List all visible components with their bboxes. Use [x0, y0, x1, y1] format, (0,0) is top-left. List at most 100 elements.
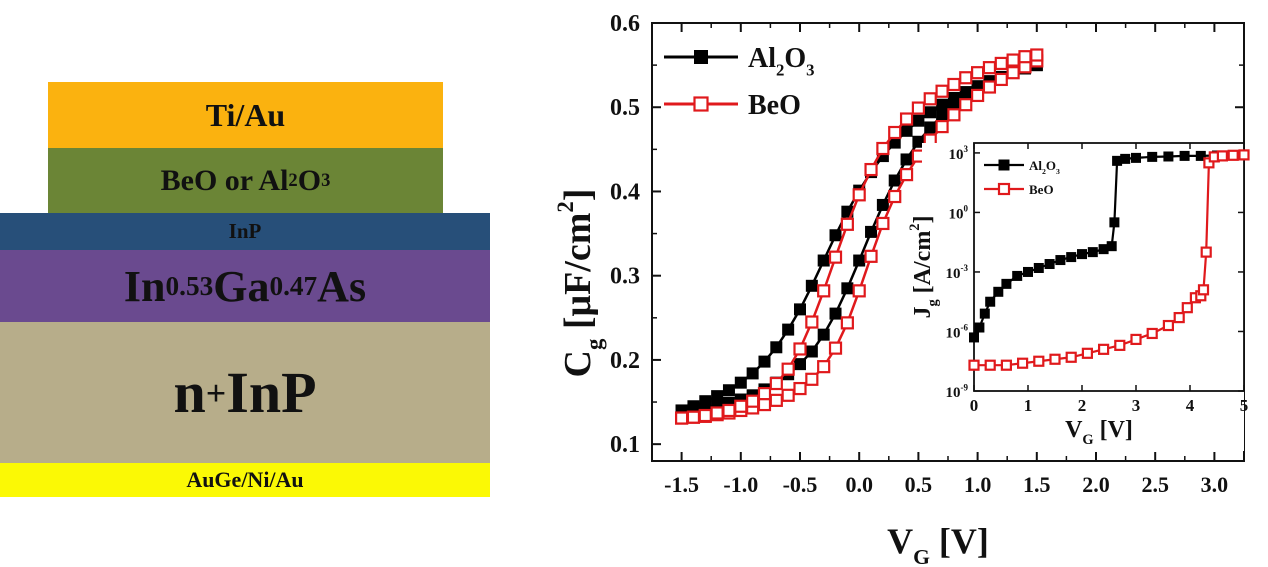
- inset-y-axis-title: Jg [A/cm2]: [907, 215, 941, 318]
- inset-legend-marker: [998, 159, 1010, 171]
- inset-data-point: [1023, 266, 1033, 277]
- data-point: [841, 282, 854, 295]
- x-tick-label: 1.0: [964, 472, 992, 497]
- y-tick-label: 0.3: [610, 264, 640, 290]
- inset-x-axis-title: VG [V]: [1065, 417, 1133, 448]
- inset-data-point: [1216, 150, 1229, 162]
- x-tick-label: -0.5: [783, 472, 818, 497]
- x-tick-label: 0.0: [845, 472, 873, 497]
- layer-text-label: In: [123, 261, 166, 311]
- data-point: [924, 121, 937, 134]
- y-axis-title: Cg [μF/cm2]: [553, 189, 607, 378]
- inset-series-beo: [968, 149, 1250, 371]
- data-point: [959, 98, 973, 112]
- series-beo: [674, 48, 1044, 425]
- data-point: [782, 323, 795, 336]
- data-point: [828, 341, 843, 355]
- data-point: [829, 307, 842, 320]
- layer-text-label: n: [173, 360, 206, 425]
- inset-data-point: [1055, 255, 1066, 266]
- data-point: [888, 125, 902, 140]
- inset-legend-label: Al2O3: [1029, 158, 1060, 176]
- data-point: [829, 229, 842, 242]
- y-tick-label: 0.1: [610, 432, 640, 458]
- data-point: [793, 342, 807, 356]
- data-point: [722, 403, 736, 418]
- main-plot: -1.5 -1.0 -0.5 0.0 0.5 1.0 1.5 2.0 2.5 3.0 0.1 0.2 0…: [553, 11, 1245, 567]
- data-point: [864, 249, 878, 263]
- data-point: [899, 168, 914, 182]
- data-point: [781, 388, 795, 402]
- y-tick-label: 0.5: [610, 95, 640, 121]
- inset-x-tick-label: 0: [970, 396, 979, 415]
- inset-data-point: [1130, 333, 1142, 346]
- data-point: [686, 410, 701, 424]
- data-point: [888, 189, 902, 204]
- x-tick-label: 2.0: [1082, 472, 1110, 497]
- inset-data-point: [1065, 351, 1077, 363]
- inset-data-point: [1000, 359, 1013, 371]
- data-point: [734, 399, 748, 413]
- inset-data-point: [1077, 249, 1087, 260]
- data-point: [853, 254, 866, 267]
- data-point: [817, 360, 831, 374]
- inset-data-point: [1173, 311, 1185, 324]
- data-point: [805, 315, 819, 329]
- layer-n-inp: n + InP: [0, 322, 490, 463]
- inset-data-point: [1197, 284, 1210, 296]
- legend-label: BeO: [748, 90, 801, 121]
- data-point: [923, 92, 937, 106]
- data-point: [805, 372, 819, 386]
- inset-data-point: [1109, 217, 1120, 228]
- layer-text-label: AuGe/Ni/Au: [186, 467, 304, 492]
- x-tick-label: 3.0: [1201, 472, 1229, 497]
- inset-x-tick-label: 4: [1186, 396, 1195, 415]
- data-point: [1006, 53, 1020, 67]
- data-point: [935, 120, 949, 134]
- layer-text-label: BeO or Al: [160, 163, 289, 197]
- inset-x-tick-label: 1: [1024, 396, 1033, 415]
- data-point: [936, 109, 949, 122]
- data-point: [817, 328, 830, 341]
- inset-legend-label: BeO: [1029, 182, 1054, 197]
- inset-data-point: [1106, 241, 1117, 252]
- inset-data-point: [1179, 150, 1190, 161]
- data-point: [828, 250, 843, 264]
- inset-y-tick-label: 10-6: [946, 323, 969, 342]
- inset-data-point: [1066, 252, 1077, 263]
- inset-data-point: [1120, 153, 1131, 164]
- data-point: [805, 279, 818, 292]
- data-point: [900, 124, 913, 137]
- inset-data-point: [1227, 149, 1239, 161]
- layer-ingaas: In 0.53 Ga 0.47 As: [0, 250, 490, 322]
- layer-oxide: BeO or Al 2 O 3: [48, 148, 443, 213]
- inset-data-point: [1033, 355, 1045, 367]
- data-point: [924, 106, 937, 119]
- inset-data-point: [1147, 151, 1158, 162]
- inset-data-point: [1012, 270, 1023, 281]
- inset-data-point: [979, 308, 990, 319]
- inset-data-point: [1146, 327, 1158, 340]
- inset-y-tick-label: 10-9: [946, 382, 969, 401]
- inset-data-point: [969, 332, 979, 343]
- inset-x-tick-label: 3: [1132, 396, 1141, 415]
- inset-data-point: [1195, 150, 1206, 161]
- data-point: [770, 341, 783, 354]
- data-point: [817, 254, 830, 267]
- inset-data-point: [1087, 247, 1098, 258]
- inset-data-point: [1016, 357, 1029, 369]
- layer-auge-ni-au: AuGe/Ni/Au: [0, 463, 490, 497]
- inset-data-point: [1181, 302, 1193, 314]
- inset-data-point: [1081, 347, 1094, 359]
- data-point: [794, 303, 806, 316]
- inset-data-point: [1001, 278, 1012, 289]
- inset-data-point: [1131, 152, 1141, 163]
- x-tick-label: 1.5: [1023, 472, 1051, 497]
- x-tick-label: -1.0: [723, 472, 758, 497]
- data-point: [911, 101, 926, 115]
- data-point: [936, 98, 949, 111]
- layer-inp-cap: InP: [0, 213, 490, 250]
- data-point: [982, 61, 997, 75]
- data-point: [840, 217, 854, 231]
- data-point: [947, 77, 961, 92]
